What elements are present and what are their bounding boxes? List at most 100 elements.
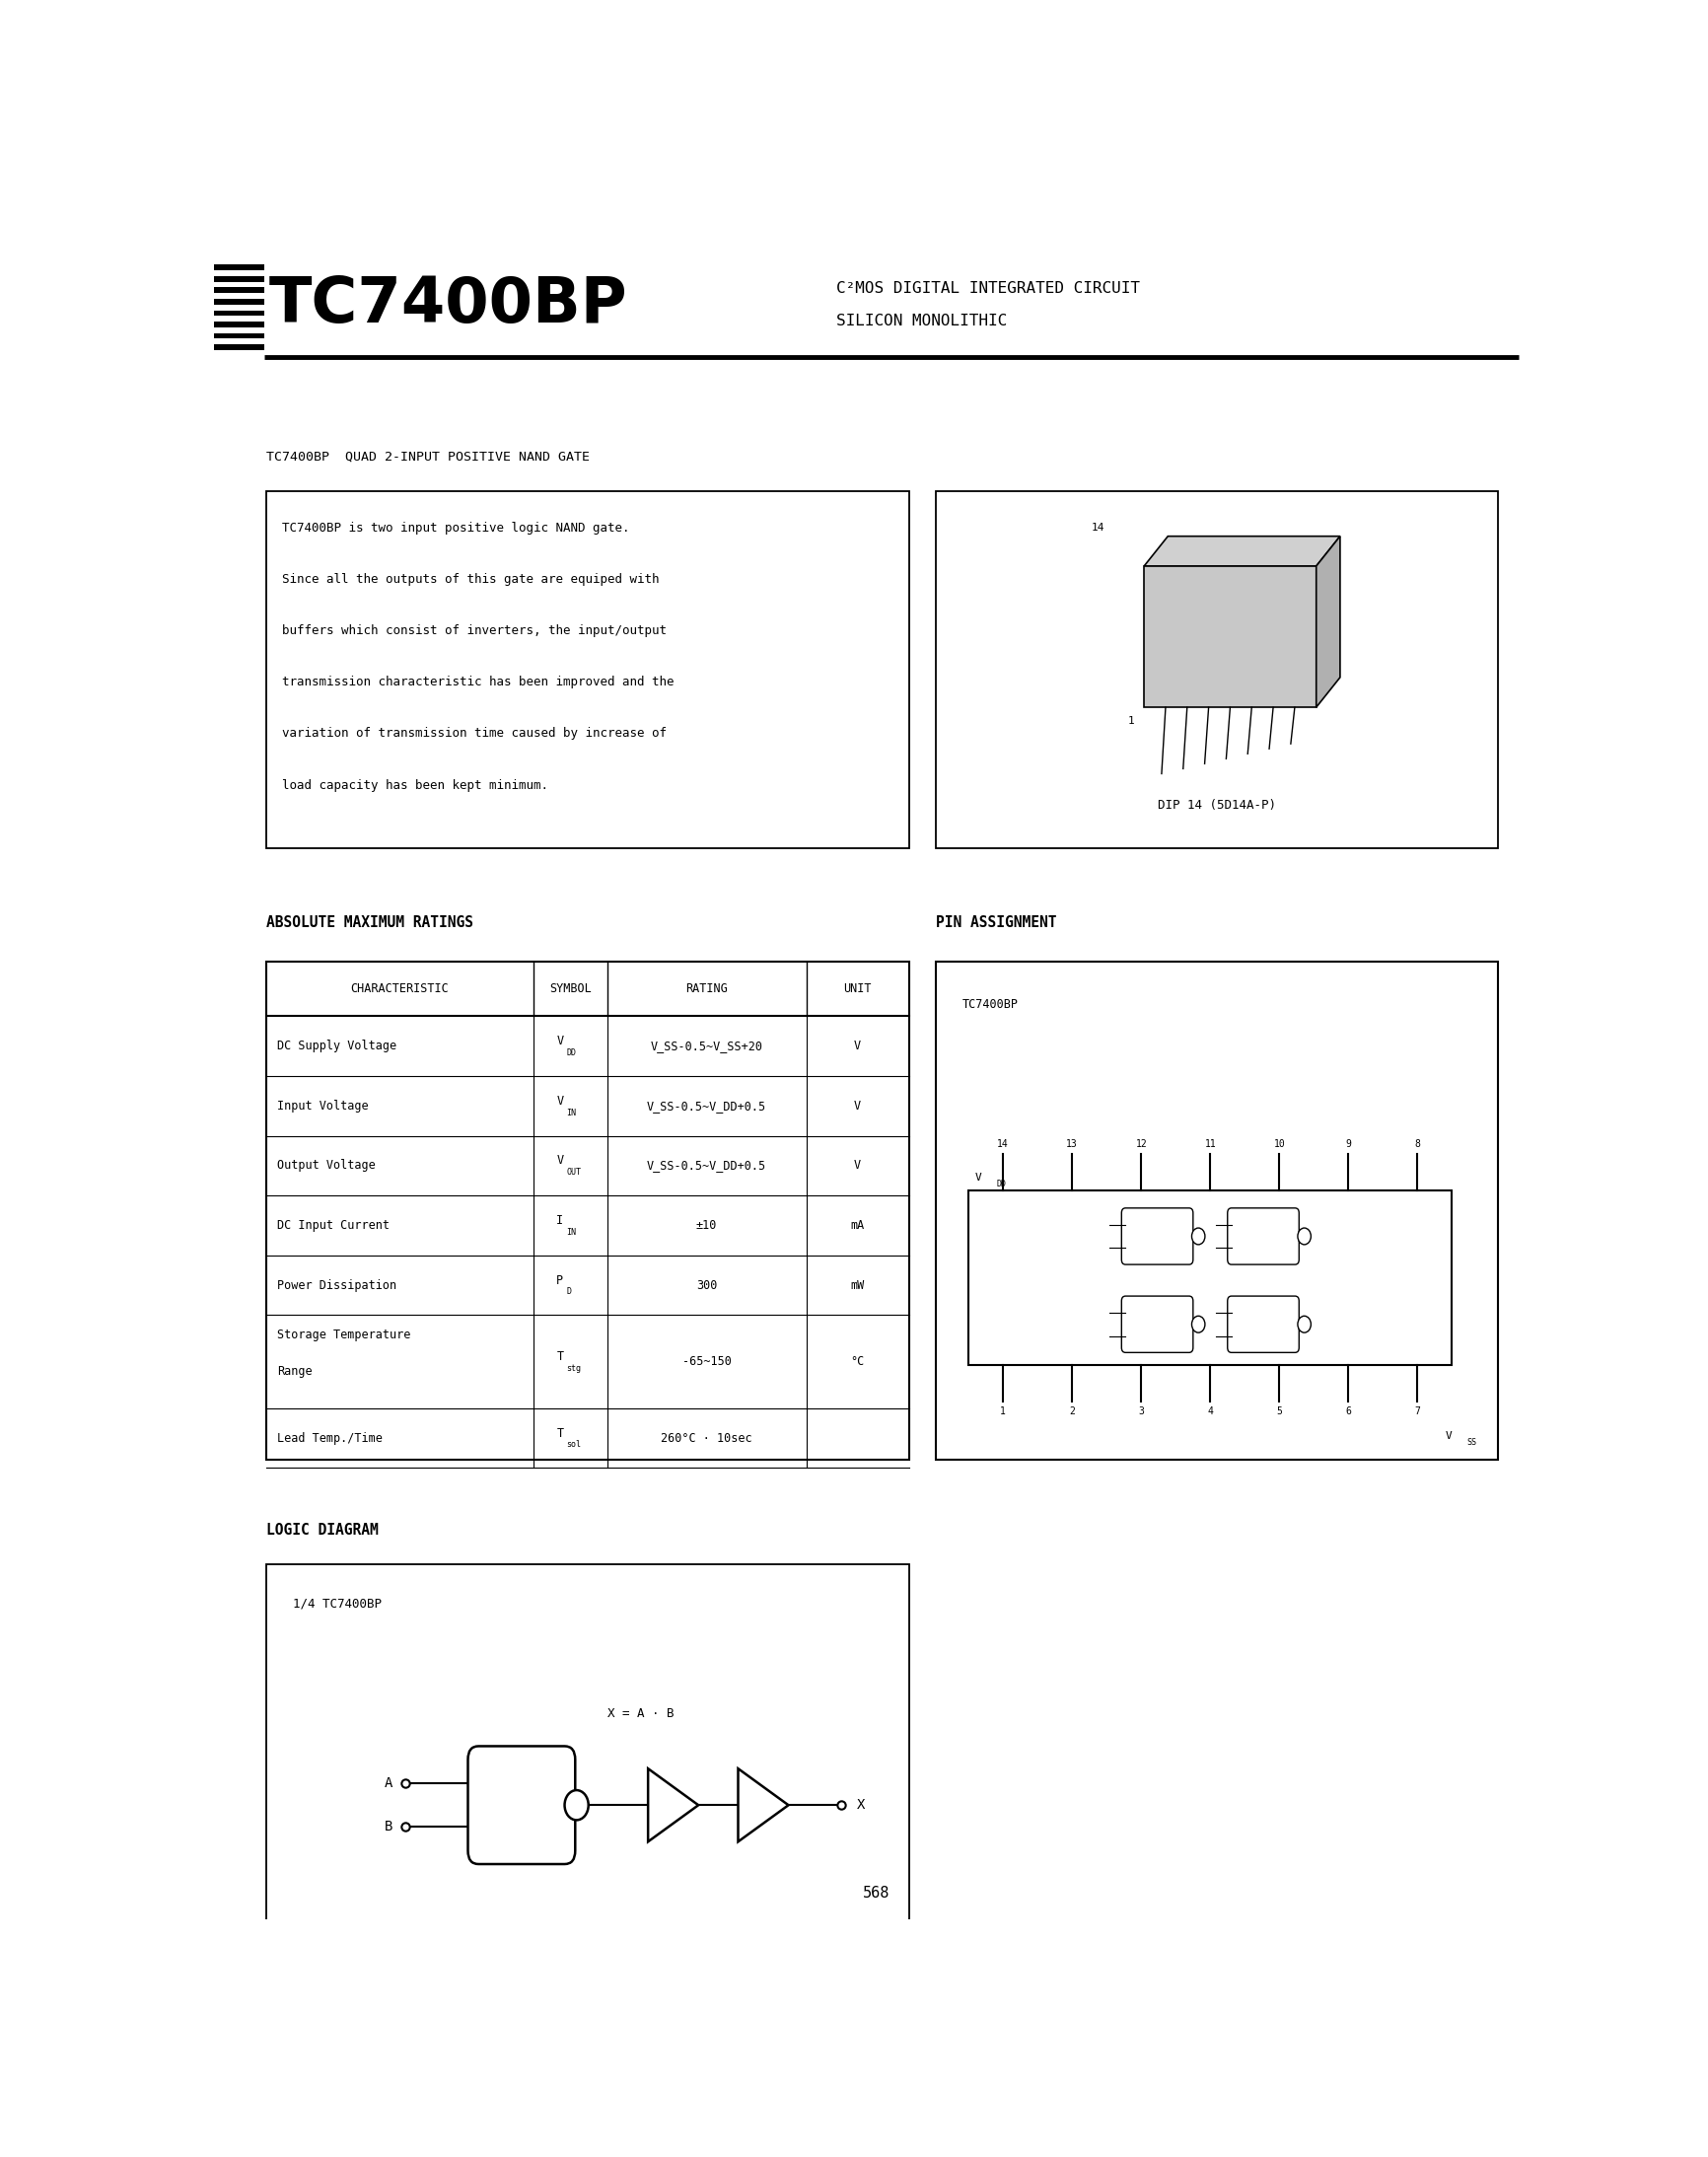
- FancyBboxPatch shape: [1120, 1208, 1192, 1264]
- FancyBboxPatch shape: [1226, 1296, 1298, 1352]
- Text: V: V: [557, 1154, 564, 1167]
- Text: DC Input Current: DC Input Current: [277, 1219, 389, 1232]
- Text: V: V: [557, 1035, 564, 1048]
- Text: V: V: [1445, 1432, 1452, 1441]
- Bar: [934, 492, 1498, 848]
- Text: mW: mW: [851, 1279, 864, 1292]
- Text: V: V: [975, 1173, 982, 1182]
- Text: ±10: ±10: [695, 1219, 717, 1232]
- Text: TC7400BP  QUAD 2-INPUT POSITIVE NAND GATE: TC7400BP QUAD 2-INPUT POSITIVE NAND GATE: [266, 451, 589, 462]
- Text: 2: 2: [1069, 1406, 1074, 1417]
- Text: 12: 12: [1134, 1139, 1146, 1150]
- Bar: [266, 962, 909, 1460]
- Bar: [214, 287, 263, 293]
- Text: TC7400BP is two input positive logic NAND gate.: TC7400BP is two input positive logic NAN…: [282, 522, 630, 535]
- Bar: [266, 492, 909, 848]
- Text: Range: Range: [277, 1365, 313, 1378]
- Text: X = A · B: X = A · B: [606, 1708, 673, 1719]
- Text: X: X: [857, 1799, 864, 1812]
- Text: DD: DD: [565, 1048, 576, 1057]
- Text: 4: 4: [1206, 1406, 1213, 1417]
- Text: ABSOLUTE MAXIMUM RATINGS: ABSOLUTE MAXIMUM RATINGS: [266, 915, 473, 930]
- Polygon shape: [1143, 537, 1339, 565]
- Text: 13: 13: [1066, 1139, 1078, 1150]
- Circle shape: [1296, 1227, 1310, 1245]
- Text: B: B: [384, 1821, 393, 1833]
- Text: 7: 7: [1414, 1406, 1419, 1417]
- Text: 11: 11: [1204, 1139, 1216, 1150]
- Circle shape: [1296, 1316, 1310, 1333]
- Text: IN: IN: [565, 1109, 576, 1117]
- Text: mA: mA: [851, 1219, 864, 1232]
- Text: SILICON MONOLITHIC: SILICON MONOLITHIC: [835, 313, 1006, 328]
- FancyBboxPatch shape: [1226, 1208, 1298, 1264]
- Text: T: T: [557, 1350, 564, 1363]
- Bar: [214, 311, 263, 315]
- FancyBboxPatch shape: [468, 1747, 576, 1864]
- Text: 14: 14: [1090, 522, 1103, 533]
- Text: Power Dissipation: Power Dissipation: [277, 1279, 396, 1292]
- Bar: [214, 265, 263, 270]
- Text: D: D: [565, 1288, 570, 1296]
- Polygon shape: [647, 1769, 699, 1842]
- Text: PIN ASSIGNMENT: PIN ASSIGNMENT: [934, 915, 1056, 930]
- FancyBboxPatch shape: [1120, 1296, 1192, 1352]
- Text: 10: 10: [1272, 1139, 1284, 1150]
- Text: 14: 14: [997, 1139, 1008, 1150]
- Text: V: V: [854, 1100, 861, 1113]
- Text: SS: SS: [1465, 1439, 1476, 1447]
- Text: 568: 568: [863, 1885, 888, 1900]
- Bar: [214, 345, 263, 349]
- Text: transmission characteristic has been improved and the: transmission characteristic has been imp…: [282, 675, 675, 688]
- Text: Lead Temp./Time: Lead Temp./Time: [277, 1432, 383, 1445]
- Bar: [934, 962, 1498, 1460]
- Text: -65~150: -65~150: [681, 1355, 731, 1368]
- Text: IN: IN: [565, 1227, 576, 1236]
- Text: Since all the outputs of this gate are equiped with: Since all the outputs of this gate are e…: [282, 574, 659, 585]
- Text: sol: sol: [565, 1441, 581, 1450]
- Bar: [214, 300, 263, 304]
- Text: V_SS-0.5~V_DD+0.5: V_SS-0.5~V_DD+0.5: [647, 1158, 765, 1171]
- Text: V_SS-0.5~V_DD+0.5: V_SS-0.5~V_DD+0.5: [647, 1100, 765, 1113]
- Text: load capacity has been kept minimum.: load capacity has been kept minimum.: [282, 779, 548, 792]
- Text: 300: 300: [695, 1279, 717, 1292]
- Text: P: P: [557, 1275, 564, 1288]
- Text: V: V: [557, 1094, 564, 1107]
- Text: C²MOS DIGITAL INTEGRATED CIRCUIT: C²MOS DIGITAL INTEGRATED CIRCUIT: [835, 280, 1139, 296]
- Text: V: V: [854, 1158, 861, 1171]
- Text: I: I: [557, 1214, 564, 1227]
- Text: 1: 1: [999, 1406, 1006, 1417]
- Text: 1: 1: [1127, 716, 1134, 725]
- Text: DD: DD: [996, 1180, 1006, 1189]
- Bar: [214, 321, 263, 328]
- Text: DC Supply Voltage: DC Supply Voltage: [277, 1040, 396, 1053]
- Bar: [214, 259, 1537, 349]
- Text: UNIT: UNIT: [844, 981, 871, 994]
- Text: OUT: OUT: [565, 1167, 581, 1178]
- Text: RATING: RATING: [685, 981, 728, 994]
- Text: 9: 9: [1344, 1139, 1351, 1150]
- Bar: [214, 332, 263, 339]
- Text: LOGIC DIAGRAM: LOGIC DIAGRAM: [266, 1523, 379, 1538]
- Bar: [266, 1564, 909, 2012]
- Text: 1/4 TC7400BP: 1/4 TC7400BP: [294, 1598, 381, 1611]
- Circle shape: [1190, 1316, 1204, 1333]
- Text: CHARACTERISTIC: CHARACTERISTIC: [350, 981, 449, 994]
- Polygon shape: [1143, 565, 1315, 707]
- Text: Input Voltage: Input Voltage: [277, 1100, 369, 1113]
- Text: 3: 3: [1138, 1406, 1143, 1417]
- Text: °C: °C: [851, 1355, 864, 1368]
- Text: SYMBOL: SYMBOL: [548, 981, 591, 994]
- Text: stg: stg: [565, 1363, 581, 1372]
- Text: V_SS-0.5~V_SS+20: V_SS-0.5~V_SS+20: [651, 1040, 762, 1053]
- Text: variation of transmission time caused by increase of: variation of transmission time caused by…: [282, 727, 666, 740]
- Text: V: V: [854, 1040, 861, 1053]
- Text: TC7400BP: TC7400BP: [270, 274, 627, 334]
- Text: Output Voltage: Output Voltage: [277, 1158, 376, 1171]
- Bar: [214, 276, 263, 283]
- Text: A: A: [384, 1777, 393, 1790]
- Text: 260°C · 10sec: 260°C · 10sec: [661, 1432, 752, 1445]
- Text: 6: 6: [1344, 1406, 1351, 1417]
- Text: 5: 5: [1276, 1406, 1281, 1417]
- Polygon shape: [738, 1769, 787, 1842]
